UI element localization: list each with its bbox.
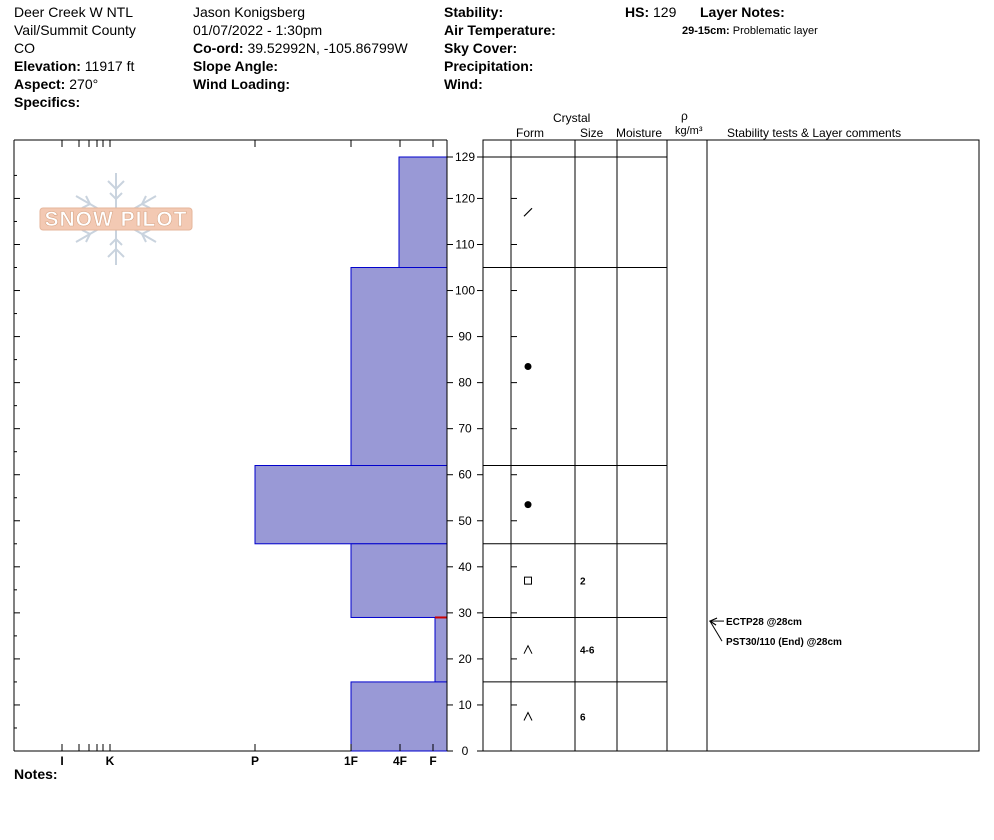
- depth-tick-label: 100: [455, 284, 475, 298]
- rounded-grains-icon: [524, 363, 532, 371]
- rounded-grains-icon: [524, 501, 532, 509]
- aspect-field: Aspect: 270°: [14, 76, 98, 93]
- notes-label: Notes:: [14, 766, 58, 782]
- depth-tick-label: 50: [458, 514, 472, 528]
- stability-test-label: PST30/110 (End) @28cm: [726, 637, 842, 648]
- elevation-label: Elevation:: [14, 58, 81, 74]
- layer-note-range: 29-15cm:: [682, 25, 730, 37]
- form-header: Form: [516, 126, 544, 140]
- elevation-value: 11917 ft: [84, 58, 135, 74]
- depth-tick-label: 120: [455, 191, 475, 205]
- specifics-label: Specifics:: [14, 94, 81, 110]
- layer-table: [482, 139, 980, 752]
- hs-label: HS:: [625, 4, 650, 20]
- crystal-size-label: 6: [580, 712, 586, 723]
- depth-tick-label: 60: [458, 468, 472, 482]
- layer-bar: [350, 681, 448, 752]
- elevation-field: Elevation: 11917 ft: [14, 58, 134, 75]
- depth-tick-label: 20: [458, 652, 472, 666]
- snowpilot-logo: SNOW PILOT: [39, 173, 193, 265]
- layer-bar: [350, 543, 448, 618]
- stability-test-leader: [709, 620, 723, 642]
- stability-test-arrowhead: [708, 617, 718, 626]
- stability-comments-header: Stability tests & Layer comments: [727, 126, 902, 140]
- sky-cover-label: Sky Cover:: [444, 40, 518, 56]
- state-name: CO: [14, 40, 35, 56]
- depth-tick-label: 10: [458, 698, 472, 712]
- layer-notes-label: Layer Notes:: [700, 4, 785, 20]
- hardness-tick-label: I: [60, 754, 63, 768]
- depth-tick-label: 90: [458, 330, 472, 344]
- logo-text: SNOW PILOT: [45, 208, 188, 231]
- stability-test-label: ECTP28 @28cm: [726, 617, 802, 628]
- coord-value: 39.52992N, -105.86799W: [247, 40, 408, 56]
- depth-tick-label: 70: [458, 422, 472, 436]
- depth-hoar-icon: [523, 644, 533, 654]
- faceted-crystals-icon: [524, 576, 532, 585]
- density-unit: kg/m³: [675, 125, 703, 137]
- precipitation-particles-icon: [523, 207, 533, 217]
- depth-tick-label: 80: [458, 376, 472, 390]
- layer-note: 29-15cm: Problematic layer: [682, 23, 818, 40]
- layer-bar: [350, 267, 448, 467]
- hardness-tick-label: 4F: [393, 754, 407, 768]
- observer-name: Jason Konigsberg: [193, 4, 306, 20]
- size-header: Size: [580, 126, 604, 140]
- hardness-tick-label: 1F: [344, 754, 358, 768]
- coord-label: Co-ord:: [193, 40, 244, 56]
- stability-label: Stability:: [444, 4, 504, 20]
- aspect-value: 270°: [69, 76, 99, 92]
- depth-tick-label: 0: [462, 744, 469, 758]
- wind-loading-label: Wind Loading:: [193, 76, 291, 92]
- hs-value: 129: [653, 4, 677, 20]
- depth-tick-label: 30: [458, 606, 472, 620]
- hardness-tick-label: K: [106, 754, 115, 768]
- precipitation-label: Precipitation:: [444, 58, 534, 74]
- density-symbol: ρ: [681, 109, 688, 123]
- depth-tick-label: 110: [455, 237, 474, 251]
- layer-bar: [434, 616, 448, 683]
- depth-tick-label: 129: [455, 150, 475, 164]
- hardness-tick-label: F: [429, 754, 436, 768]
- aspect-label: Aspect:: [14, 76, 66, 92]
- air-temperature-label: Air Temperature:: [444, 22, 556, 38]
- layer-bar: [254, 465, 448, 545]
- stability-test-arrowhead: [708, 617, 718, 626]
- layer-note-text: Problematic layer: [732, 25, 818, 37]
- wind-label: Wind:: [444, 76, 483, 92]
- hardness-plot-frame: [13, 139, 447, 752]
- hardness-tick-label: P: [251, 754, 259, 768]
- crystal-size-label: 2: [580, 577, 586, 588]
- region-name: Vail/Summit County: [14, 22, 136, 38]
- hs-field: HS: 129: [625, 4, 676, 21]
- location-name: Deer Creek W NTL: [14, 4, 134, 20]
- layer-bar: [398, 156, 448, 269]
- snowflake-icon: [75, 173, 157, 265]
- moisture-header: Moisture: [616, 126, 663, 140]
- depth-hoar-icon: [523, 711, 533, 721]
- crystal-size-label: 4-6: [580, 646, 595, 657]
- coord-field: Co-ord: 39.52992N, -105.86799W: [193, 40, 408, 57]
- depth-tick-label: 40: [458, 560, 472, 574]
- slope-angle-label: Slope Angle:: [193, 58, 279, 74]
- crystal-header: Crystal: [553, 111, 591, 125]
- observation-datetime: 01/07/2022 - 1:30pm: [193, 22, 323, 38]
